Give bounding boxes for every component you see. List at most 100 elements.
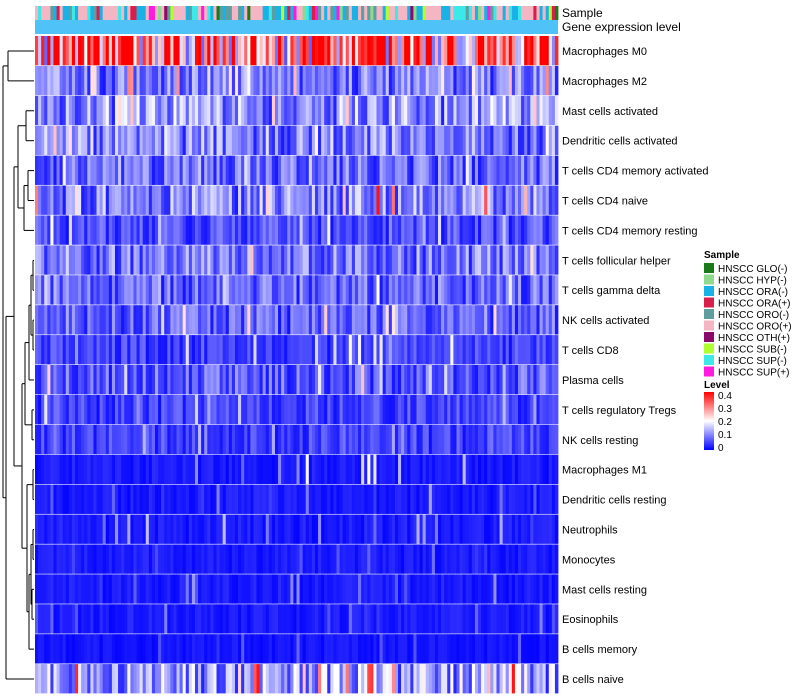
heatmap-cell (404, 95, 408, 126)
heatmap-cell (450, 305, 454, 335)
heatmap-cell (139, 335, 144, 365)
heatmap-cell (339, 484, 344, 514)
heatmap-cell (468, 604, 473, 634)
heatmap-cell (133, 275, 137, 305)
heatmap-cell (179, 215, 184, 245)
heatmap-cell (308, 275, 313, 305)
heatmap-cell (401, 454, 405, 485)
heatmap-cell (524, 36, 528, 66)
heatmap-cell (284, 574, 288, 604)
heatmap-cell (487, 335, 491, 365)
heatmap-cell (305, 394, 310, 425)
heatmap-cell (47, 275, 51, 305)
sample-cell (496, 6, 500, 20)
heatmap-cell (210, 275, 214, 305)
heatmap-cell (401, 275, 405, 305)
heatmap-cell (551, 95, 556, 126)
heatmap-cell (361, 36, 365, 66)
heatmap-cell (514, 275, 519, 305)
heatmap-cell (364, 634, 368, 664)
heatmap-cell (164, 394, 168, 425)
heatmap-cell (136, 125, 140, 156)
heatmap-cell (293, 604, 297, 634)
heatmap-cell (453, 275, 457, 305)
heatmap-cell (108, 215, 113, 245)
heatmap-cell (462, 335, 467, 365)
heatmap-cell (287, 95, 291, 126)
heatmap-cell (502, 125, 507, 156)
heatmap-cell (281, 634, 285, 664)
heatmap-cell (293, 155, 297, 185)
heatmap-cell (487, 634, 491, 664)
heatmap-cell (213, 125, 217, 156)
heatmap-cell (514, 335, 519, 365)
heatmap-cell (87, 574, 91, 604)
heatmap-cell (527, 275, 531, 305)
heatmap-cell (81, 275, 85, 305)
heatmap-cell (188, 65, 193, 96)
heatmap-cell (173, 95, 177, 126)
heatmap-cell (256, 125, 260, 156)
sample-cell (404, 6, 408, 20)
heatmap-cell (105, 65, 110, 96)
heatmap-cell (38, 424, 42, 455)
heatmap-cell (548, 365, 553, 395)
heatmap-cell (154, 155, 159, 185)
heatmap-cell (308, 514, 313, 544)
heatmap-cell (354, 245, 359, 275)
heatmap-cell (121, 275, 125, 305)
heatmap-cell (431, 424, 436, 455)
heatmap-cell (290, 484, 294, 514)
heatmap-cell (81, 215, 85, 245)
heatmap-cell (444, 424, 448, 455)
heatmap-cell (253, 634, 257, 664)
heatmap-cell (207, 454, 211, 485)
heatmap-cell (339, 125, 344, 156)
heatmap-cell (308, 484, 313, 514)
heatmap-cell (508, 335, 513, 365)
heatmap-cell (219, 36, 224, 66)
sample-cell (388, 6, 393, 20)
heatmap-cell (428, 514, 433, 544)
heatmap-cell (204, 335, 208, 365)
sample-legend-swatch (704, 355, 714, 365)
heatmap-cell (484, 185, 488, 215)
heatmap-cell (305, 36, 310, 66)
heatmap-cell (225, 544, 230, 574)
heatmap-cell (182, 125, 187, 156)
heatmap-cell (361, 185, 365, 215)
heatmap-cell (327, 574, 331, 604)
heatmap-cell (511, 245, 516, 275)
heatmap-cell (438, 664, 442, 694)
heatmap-cell (222, 245, 227, 275)
heatmap-cell (502, 544, 507, 574)
heatmap-cell (145, 155, 150, 185)
heatmap-cell (548, 215, 553, 245)
heatmap-cell (130, 454, 134, 485)
heatmap-cell (508, 424, 513, 455)
heatmap-cell (554, 365, 559, 395)
heatmap-cell (170, 424, 174, 455)
heatmap-cell (511, 394, 516, 425)
sample-cell (444, 6, 448, 20)
heatmap-cell (511, 424, 516, 455)
heatmap-cell (256, 574, 260, 604)
heatmap-cell (358, 574, 362, 604)
heatmap-cell (287, 544, 291, 574)
heatmap-cell (207, 604, 211, 634)
heatmap-cell (434, 305, 439, 335)
sample-cell (324, 6, 328, 20)
heatmap-cell (431, 335, 436, 365)
heatmap-cell (398, 634, 402, 664)
heatmap-cell (56, 454, 61, 485)
heatmap-cell (422, 484, 427, 514)
heatmap-cell (118, 664, 122, 694)
heatmap-cell (124, 95, 128, 126)
heatmap-cell (231, 574, 236, 604)
heatmap-cell (250, 305, 254, 335)
heatmap-cell (167, 424, 171, 455)
heatmap-cell (459, 634, 464, 664)
heatmap-cell (213, 544, 217, 574)
heatmap-cell (373, 125, 377, 156)
heatmap-cell (471, 245, 476, 275)
